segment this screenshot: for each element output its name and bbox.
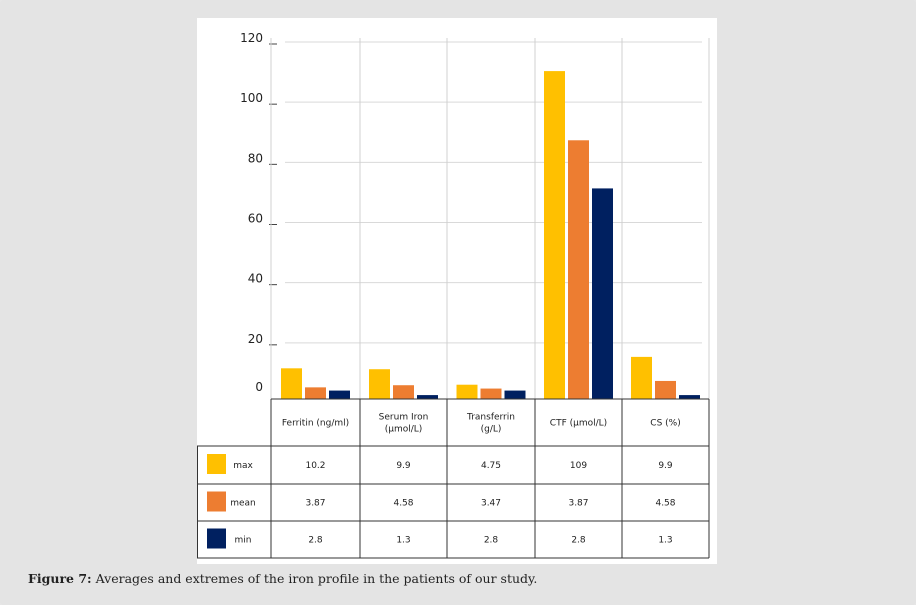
category-label: Ferritin (ng/ml): [282, 419, 349, 429]
bar-max: [281, 368, 302, 399]
bar-mean: [480, 388, 502, 399]
y-tick-label: 120: [240, 31, 263, 45]
category-label: Serum Iron: [379, 413, 429, 423]
legend-label-max: max: [233, 461, 253, 471]
data-label: 9.9: [396, 461, 411, 471]
bar-max: [369, 369, 390, 399]
bar-mean: [568, 140, 589, 399]
category-label: (g/L): [481, 425, 502, 435]
data-label: 3.87: [305, 499, 325, 509]
category-label: Transferrin: [466, 413, 515, 423]
legend-swatch-min: [207, 528, 226, 549]
bar-max: [544, 71, 565, 399]
caption-text: Averages and extremes of the iron profil…: [91, 571, 538, 586]
bar-min: [329, 390, 350, 399]
data-label: 4.58: [393, 499, 413, 509]
y-tick-label: 0: [255, 380, 263, 394]
legend-swatch-mean: [207, 491, 226, 512]
bar-chart-with-data-table: 120 100 80 60 40 20 0 Ferritin (ng/ml) Serum Iro…: [197, 31, 710, 559]
bar-min: [592, 188, 613, 399]
data-label: 2.8: [308, 536, 323, 546]
data-label: 1.3: [396, 536, 410, 546]
bar-min: [679, 395, 700, 399]
y-tick-label: 40: [248, 272, 263, 286]
bar-min: [504, 390, 526, 399]
figure-caption: Figure 7: Averages and extremes of the i…: [28, 571, 537, 586]
chart-panel: 120 100 80 60 40 20 0 Ferritin (ng/ml) Serum Iro…: [197, 18, 717, 564]
legend-swatch-max: [207, 454, 226, 474]
y-tick-label: 20: [248, 332, 263, 346]
bar-max: [631, 356, 652, 399]
caption-label: Figure 7:: [28, 571, 92, 586]
data-label: 4.58: [655, 499, 675, 509]
data-label: 109: [570, 461, 587, 471]
data-label: 9.9: [658, 461, 673, 471]
data-label: 2.8: [484, 536, 499, 546]
bar-mean: [393, 385, 414, 399]
category-label: CTF (µmol/L): [550, 419, 607, 429]
y-tick-label: 100: [240, 91, 263, 105]
data-label: 3.47: [481, 499, 501, 509]
bar-mean: [305, 387, 326, 399]
data-label: 1.3: [658, 536, 672, 546]
legend-label-min: min: [235, 536, 252, 546]
y-tick-label: 60: [248, 212, 263, 226]
category-label: (µmol/L): [385, 425, 423, 435]
data-label: 3.87: [568, 499, 588, 509]
data-label: 2.8: [571, 536, 586, 546]
data-label: 10.2: [305, 461, 325, 471]
bar-min: [417, 395, 438, 399]
category-label: CS (%): [650, 419, 680, 429]
bar-mean: [655, 380, 676, 399]
y-tick-label: 80: [248, 151, 263, 165]
legend-label-mean: mean: [230, 499, 256, 509]
bar-max: [456, 384, 478, 399]
data-label: 4.75: [481, 461, 501, 471]
